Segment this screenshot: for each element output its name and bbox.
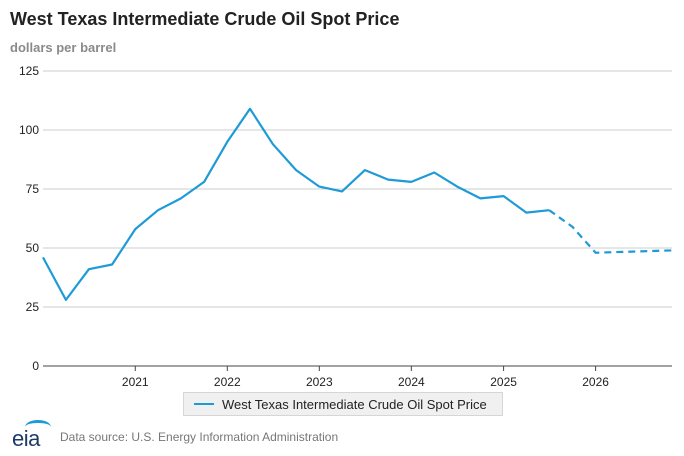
- series-line-forecast: [548, 209, 673, 254]
- x-tick-label: 2025: [490, 375, 517, 389]
- legend-swatch: [194, 403, 214, 405]
- y-tick-label: 50: [26, 241, 40, 255]
- x-tick-label: 2021: [122, 375, 149, 389]
- y-tick-label: 125: [19, 64, 39, 78]
- y-tick-label: 100: [19, 123, 39, 137]
- footer: eia Data source: U.S. Energy Information…: [10, 419, 339, 451]
- legend-label: West Texas Intermediate Crude Oil Spot P…: [222, 396, 487, 412]
- chart-plot: 0 25 50 75 100 125 2021 2022 2023 2024 2025 2026: [19, 64, 673, 389]
- x-tick-label: 2022: [214, 375, 241, 389]
- x-tick-label: 2023: [306, 375, 333, 389]
- y-tick-label: 75: [26, 182, 40, 196]
- y-axis-unit-label: dollars per barrel: [10, 40, 117, 55]
- x-tick-label: 2024: [398, 375, 425, 389]
- x-tick-label: 2026: [582, 375, 609, 389]
- eia-logo: eia: [10, 419, 52, 451]
- logo-arc-icon: [25, 420, 51, 434]
- logo-text: eia: [12, 426, 40, 451]
- legend[interactable]: West Texas Intermediate Crude Oil Spot P…: [183, 392, 503, 416]
- chart-title: West Texas Intermediate Crude Oil Spot P…: [10, 9, 400, 29]
- series-line-history: [42, 107, 550, 301]
- y-tick-label: 25: [26, 300, 40, 314]
- y-tick-label: 0: [32, 359, 39, 373]
- data-source: Data source: U.S. Energy Information Adm…: [60, 430, 339, 444]
